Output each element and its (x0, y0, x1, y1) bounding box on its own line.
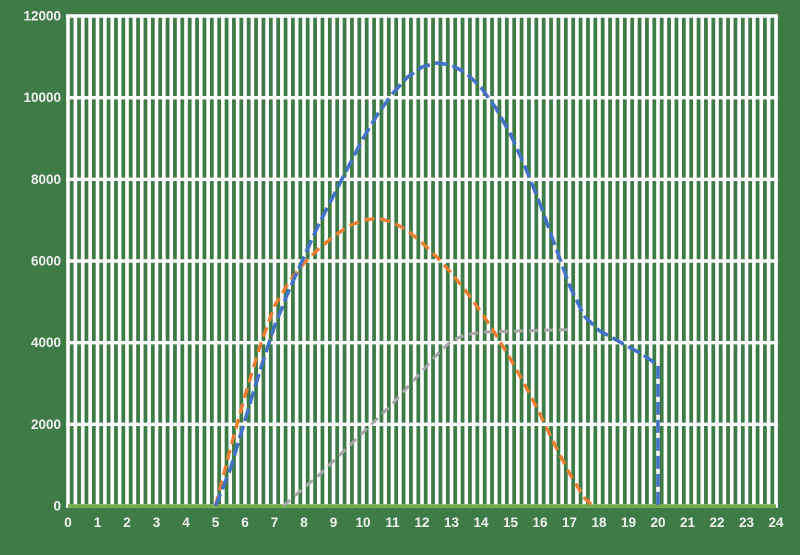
x-axis-tick-label: 2 (123, 515, 131, 530)
x-axis-tick-label: 22 (709, 515, 724, 530)
x-axis-tick-label: 24 (768, 515, 784, 530)
x-axis-tick-label: 3 (153, 515, 161, 530)
x-axis-tick-label: 6 (241, 515, 249, 530)
x-axis-tick-label: 5 (212, 515, 220, 530)
x-axis-tick-label: 16 (532, 515, 548, 530)
x-axis-tick-label: 15 (503, 515, 519, 530)
x-axis-tick-label: 7 (271, 515, 279, 530)
y-axis-tick-label: 0 (53, 499, 61, 514)
x-axis-tick-label: 18 (591, 515, 607, 530)
x-axis-tick-label: 20 (650, 515, 665, 530)
x-axis-tick-label: 4 (182, 515, 190, 530)
y-axis-tick-label: 6000 (31, 254, 61, 269)
y-axis-tick-label: 8000 (31, 172, 61, 187)
series-gray-line (282, 328, 570, 508)
x-axis-tick-label: 1 (94, 515, 102, 530)
x-axis-tick-label: 21 (680, 515, 696, 530)
x-axis-tick-label: 19 (621, 515, 636, 530)
y-axis-tick-label: 2000 (31, 417, 61, 432)
x-axis-tick-label: 10 (355, 515, 370, 530)
x-axis-tick-label: 0 (64, 515, 72, 530)
y-axis-tick-label: 10000 (23, 90, 61, 105)
x-axis-tick-label: 9 (330, 515, 338, 530)
y-axis-tick-label: 12000 (23, 9, 61, 24)
series-orange-line (213, 216, 595, 508)
x-axis-tick-label: 14 (473, 515, 489, 530)
y-axis-tick-label: 4000 (31, 335, 61, 350)
x-axis-tick-label: 23 (739, 515, 755, 530)
x-axis-tick-label: 8 (300, 515, 308, 530)
x-axis-tick-label: 11 (385, 515, 400, 530)
series-blue-line (213, 61, 660, 507)
x-axis-tick-label: 13 (444, 515, 460, 530)
x-axis-tick-label: 17 (562, 515, 577, 530)
x-axis-tick-label: 12 (414, 515, 429, 530)
